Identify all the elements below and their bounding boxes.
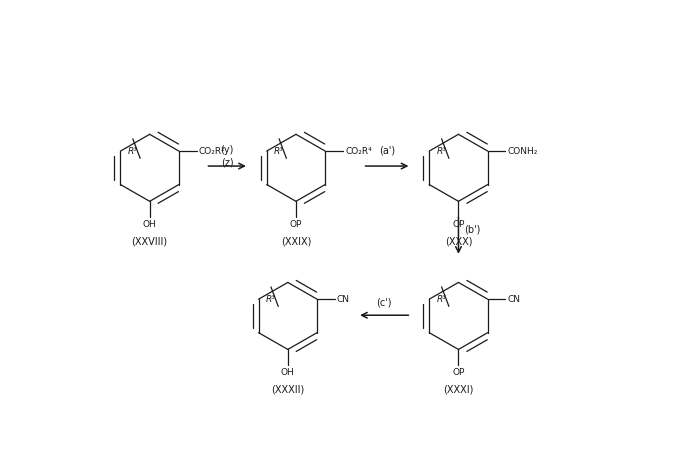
- Text: R³: R³: [436, 295, 446, 304]
- Text: (a'): (a'): [379, 146, 395, 155]
- Text: OP: OP: [452, 220, 465, 229]
- Text: CN: CN: [507, 294, 521, 304]
- Text: (XXXI): (XXXI): [443, 385, 474, 395]
- Text: OP: OP: [290, 220, 302, 229]
- Text: (XXX): (XXX): [445, 237, 473, 246]
- Text: (XXIX): (XXIX): [281, 237, 311, 246]
- Text: CONH₂: CONH₂: [507, 147, 538, 156]
- Text: R³: R³: [127, 147, 138, 156]
- Text: CO₂R⁴: CO₂R⁴: [345, 147, 372, 156]
- Text: CN: CN: [337, 294, 350, 304]
- Text: OP: OP: [452, 368, 465, 377]
- Text: R³: R³: [266, 295, 275, 304]
- Text: (z): (z): [221, 157, 233, 167]
- Text: R³: R³: [274, 147, 284, 156]
- Text: R³: R³: [436, 147, 446, 156]
- Text: CO₂R²: CO₂R²: [199, 147, 226, 156]
- Text: (XXXII): (XXXII): [271, 385, 305, 395]
- Text: (y): (y): [220, 146, 234, 155]
- Text: (XXVIII): (XXVIII): [131, 237, 168, 246]
- Text: OH: OH: [143, 220, 157, 229]
- Text: (c'): (c'): [377, 297, 392, 307]
- Text: (b'): (b'): [464, 225, 480, 235]
- Text: OH: OH: [281, 368, 295, 377]
